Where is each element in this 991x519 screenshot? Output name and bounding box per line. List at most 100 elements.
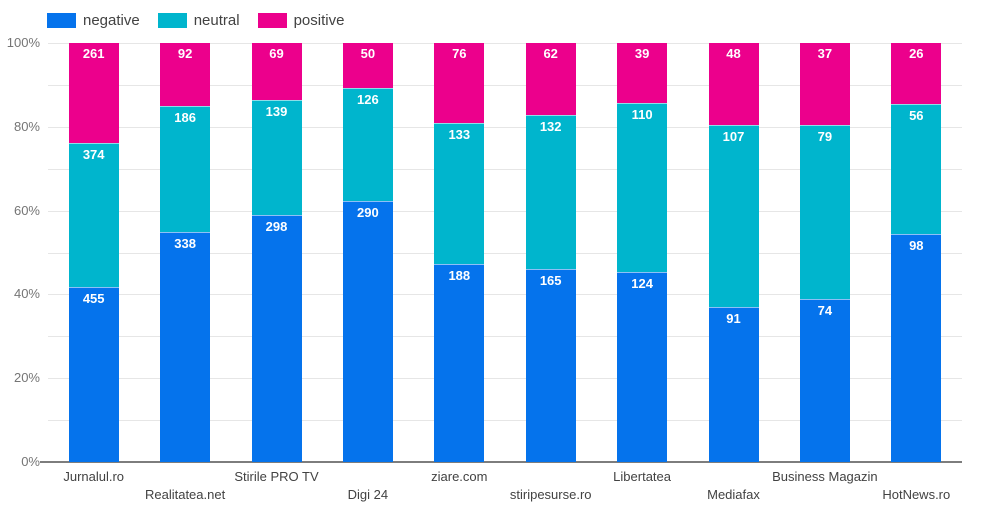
bar-segment-neutral[interactable]: 79 (799, 124, 850, 299)
bar-segment-positive[interactable]: 92 (160, 43, 211, 106)
bar-value-label: 165 (539, 273, 562, 289)
bar-value-label: 91 (726, 310, 741, 326)
legend-label-neutral: neutral (193, 12, 240, 29)
bar-segment-negative[interactable]: 165 (525, 269, 576, 462)
y-tick-0%: 0% (21, 454, 40, 469)
x-tick-HotNews.ro: HotNews.ro (882, 487, 951, 502)
bar-segment-negative[interactable]: 338 (160, 232, 211, 462)
bar-value-label: 338 (174, 236, 196, 252)
legend-swatch-positive-icon (257, 13, 287, 28)
bar-value-label: 133 (448, 127, 471, 143)
plot-area: 261 374 455 92 186 338 69 139 298 50 126 290 76 133 18… (40, 43, 962, 463)
bar-ziare.com: 76 133 188 (434, 43, 485, 462)
y-tick-80%: 80% (13, 118, 40, 134)
bar-segment-neutral[interactable]: 374 (68, 143, 119, 288)
bar-value-label: 26 (909, 46, 924, 61)
bar-segment-positive[interactable]: 48 (708, 43, 759, 125)
bar-value-label: 62 (543, 46, 558, 61)
legend-item-positive: positive (257, 12, 345, 29)
bar-Realitatea.net: 92 186 338 (160, 43, 211, 462)
legend-label-negative: negative (83, 12, 140, 29)
bar-segment-negative[interactable]: 98 (891, 233, 942, 462)
x-tick-Mediafax: Mediafax (707, 487, 760, 502)
bar-segment-negative[interactable]: 74 (799, 298, 850, 462)
x-tick-Jurnalul.ro: Jurnalul.ro (63, 469, 125, 484)
legend-swatch-negative-icon (47, 13, 76, 28)
bar-value-label: 298 (265, 219, 288, 235)
bar-value-label: 50 (360, 46, 376, 61)
bar-value-label: 74 (817, 302, 833, 318)
bar-Mediafax: 48 107 91 (708, 43, 759, 462)
bar-segment-positive[interactable]: 69 (251, 43, 302, 101)
bar-segment-positive[interactable]: 76 (434, 43, 485, 124)
bar-value-label: 39 (634, 46, 650, 61)
gridline-90 (48, 84, 962, 86)
legend-label-positive: positive (293, 12, 345, 29)
bar-segment-neutral[interactable]: 110 (617, 102, 668, 272)
bar-value-label: 107 (722, 128, 745, 144)
bar-value-label: 92 (177, 46, 193, 61)
gridline-10 (48, 420, 962, 422)
bar-segment-positive[interactable]: 39 (617, 43, 668, 103)
gridline-100 (48, 43, 962, 44)
bar-value-label: 186 (174, 109, 196, 125)
bar-segment-neutral[interactable]: 132 (525, 115, 576, 270)
bar-value-label: 374 (82, 147, 105, 163)
x-tick-Realitatea.net: Realitatea.net (144, 487, 226, 502)
bar-segment-neutral[interactable]: 56 (891, 103, 942, 234)
bar-segment-negative[interactable]: 298 (251, 215, 302, 462)
bar-value-label: 126 (357, 91, 379, 107)
bar-value-label: 132 (539, 119, 562, 135)
bar-value-label: 48 (726, 46, 741, 61)
gridline-20 (48, 378, 962, 380)
bar-HotNews.ro: 26 56 98 (891, 43, 942, 462)
bar-segment-positive[interactable]: 50 (342, 43, 393, 88)
bar-value-label: 455 (82, 291, 105, 307)
bar-segment-neutral[interactable]: 107 (708, 124, 759, 307)
bar-value-label: 76 (452, 46, 467, 61)
bar-segment-negative[interactable]: 188 (434, 263, 485, 462)
bar-Jurnalul.ro: 261 374 455 (68, 43, 119, 462)
legend-item-neutral: neutral (157, 12, 240, 29)
gridline-70 (48, 168, 962, 170)
y-tick-60%: 60% (13, 202, 40, 218)
bar-Business Magazin: 37 79 74 (799, 43, 850, 462)
bar-segment-positive[interactable]: 37 (799, 43, 850, 125)
x-tick-stiripesurse.ro: stiripesurse.ro (509, 487, 592, 502)
bar-segment-positive[interactable]: 62 (525, 43, 576, 116)
bar-stiripesurse.ro: 62 132 165 (525, 43, 576, 462)
gridline-40 (48, 294, 962, 296)
gridline-60 (48, 210, 962, 212)
bar-Digi 24: 50 126 290 (342, 43, 393, 462)
bar-value-label: 56 (909, 107, 924, 123)
bar-value-label: 69 (269, 46, 284, 61)
bar-value-label: 290 (357, 205, 379, 221)
gridline-30 (48, 336, 962, 338)
bar-segment-neutral[interactable]: 126 (342, 87, 393, 202)
bar-value-label: 110 (631, 106, 653, 122)
bar-segment-negative[interactable]: 290 (342, 201, 393, 462)
bar-value-label: 261 (82, 46, 105, 61)
bar-segment-negative[interactable]: 455 (68, 287, 119, 462)
bar-value-label: 98 (909, 237, 924, 253)
bar-segment-negative[interactable]: 91 (708, 306, 759, 462)
gridline-50 (48, 252, 962, 254)
bar-segment-positive[interactable]: 26 (891, 43, 942, 104)
bar-value-label: 79 (817, 128, 833, 144)
bar-value-label: 37 (817, 46, 833, 61)
x-tick-Business Magazin: Business Magazin (772, 469, 878, 484)
x-axis-baseline (40, 461, 962, 463)
legend-swatch-neutral-icon (157, 13, 187, 28)
bar-segment-negative[interactable]: 124 (617, 271, 668, 462)
y-tick-20%: 20% (13, 370, 40, 386)
legend: negative neutral positive (47, 13, 362, 28)
x-tick-Libertatea: Libertatea (613, 469, 672, 484)
bar-segment-neutral[interactable]: 139 (251, 100, 302, 216)
bar-segment-positive[interactable]: 261 (68, 43, 119, 144)
bar-segment-neutral[interactable]: 133 (434, 123, 485, 264)
x-tick-Digi 24: Digi 24 (347, 487, 389, 502)
y-tick-40%: 40% (13, 286, 40, 302)
bar-segment-neutral[interactable]: 186 (160, 105, 211, 233)
x-tick-Stirile PRO TV: Stirile PRO TV (234, 469, 319, 484)
